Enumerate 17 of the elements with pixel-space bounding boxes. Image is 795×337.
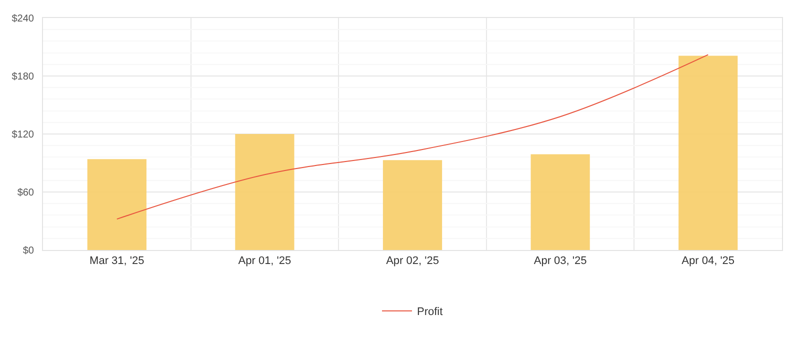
- y-tick-label: $60: [17, 188, 34, 198]
- bar: [235, 134, 294, 250]
- bar: [382, 160, 442, 250]
- bar: [530, 154, 590, 250]
- x-tick-label: Apr 01, '25: [238, 255, 292, 268]
- x-tick-label: Apr 03, '25: [534, 255, 587, 268]
- y-tick-label: $120: [12, 130, 34, 140]
- bar: [87, 159, 146, 250]
- y-tick-label: $240: [12, 14, 34, 24]
- legend-label: Profit: [417, 306, 443, 318]
- bar: [678, 56, 738, 250]
- x-tick-label: Apr 02, '25: [386, 255, 439, 268]
- y-tick-label: $180: [12, 72, 34, 82]
- line-series: [116, 54, 709, 220]
- x-tick-label: Apr 04, '25: [682, 255, 735, 268]
- y-tick-label: $0: [22, 246, 34, 256]
- x-tick-label: Mar 31, '25: [90, 255, 144, 268]
